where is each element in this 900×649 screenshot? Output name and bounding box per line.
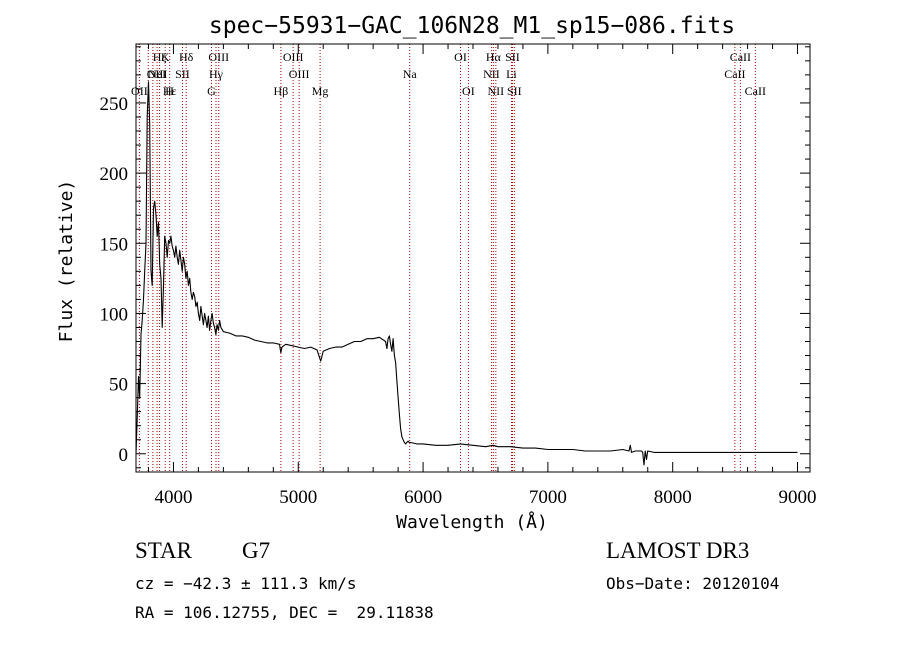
- spectral-line-label: OI: [454, 50, 467, 64]
- spectral-line-label: NeI: [148, 67, 166, 81]
- y-tick-label: 50: [109, 375, 128, 396]
- spectral-line-label: CaII: [745, 84, 766, 98]
- object-class: STAR: [135, 538, 192, 563]
- y-axis-label: Flux (relative): [56, 180, 77, 343]
- spectral-line-label: OIII: [283, 50, 304, 64]
- x-tick-label: 9000: [779, 487, 817, 508]
- x-tick-label: 6000: [404, 487, 442, 508]
- spectral-line-label: SII: [507, 84, 522, 98]
- spectral-line-label: Hα: [486, 50, 502, 64]
- spectral-line-label: Hγ: [209, 67, 224, 81]
- spectral-line-label: Hε: [163, 84, 177, 98]
- y-tick-label: 0: [119, 445, 129, 466]
- plot-frame: [135, 43, 811, 473]
- spectral-line-label: Mg: [312, 84, 329, 98]
- spectral-line-label: OI: [462, 84, 475, 98]
- spectral-line-label: SII: [505, 50, 520, 64]
- x-tick-label: 4000: [154, 487, 192, 508]
- spectral-line-label: SII: [175, 67, 190, 81]
- survey-name: LAMOST DR3: [606, 538, 750, 563]
- flux-line: [135, 81, 798, 466]
- object-subclass: G7: [242, 538, 271, 563]
- spectral-line-label: OIII: [289, 67, 310, 81]
- spectral-line-label: Na: [403, 67, 418, 81]
- spectral-line-label: OII: [131, 84, 148, 98]
- y-axis: 0 50 100 150 200 250: [100, 46, 810, 469]
- spectral-line-label: G: [207, 84, 216, 98]
- x-tick-label: 8000: [654, 487, 692, 508]
- spectral-line-label: H: [165, 84, 174, 98]
- spectral-line-label: NII: [483, 67, 500, 81]
- coordinates: RA = 106.12755, DEC = 29.11838: [135, 603, 434, 622]
- spectral-line-label: OIII: [147, 67, 168, 81]
- x-axis-label: Wavelength (Å): [396, 511, 548, 533]
- y-tick-label: 200: [100, 164, 129, 185]
- redshift-velocity: cz = −42.3 ± 111.3 km/s: [135, 574, 357, 593]
- flux-series: [135, 81, 798, 466]
- spectral-line-label: K: [161, 50, 170, 64]
- spectral-line-label: NII: [488, 84, 505, 98]
- spectral-line-label: CaII: [724, 67, 745, 81]
- spectral-line-label: OIII: [208, 50, 229, 64]
- spectral-line-label: Hδ: [179, 50, 194, 64]
- x-tick-label: 7000: [529, 487, 567, 508]
- y-tick-label: 150: [100, 234, 129, 255]
- y-tick-label: 100: [100, 304, 129, 325]
- spectral-line-label: CaII: [730, 50, 751, 64]
- spectral-line-label: Hβ: [274, 84, 289, 98]
- y-tick-label: 250: [100, 94, 129, 115]
- spectral-line-markers: [138, 44, 756, 472]
- observation-date: Obs−Date: 20120104: [606, 574, 780, 593]
- spectral-line-label: Hζ: [153, 50, 167, 64]
- x-tick-label: 5000: [279, 487, 317, 508]
- chart-title: spec−55931−GAC_106N28_M1_sp15−086.fits: [209, 13, 735, 39]
- spectral-line-label: Li: [506, 67, 517, 81]
- x-axis: 4000 5000 6000 7000 8000 9000: [147, 44, 817, 508]
